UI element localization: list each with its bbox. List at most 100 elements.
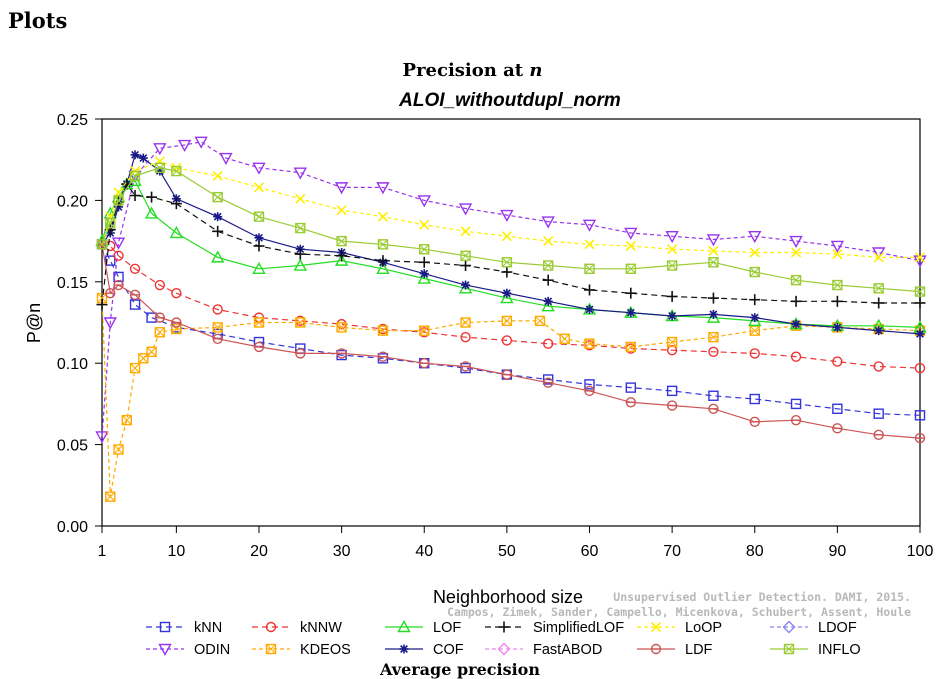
data-point xyxy=(419,244,430,255)
data-point xyxy=(252,162,266,175)
data-point xyxy=(584,385,595,397)
legend-label: LoOP xyxy=(685,620,722,636)
data-point xyxy=(95,431,109,444)
legend-label: SimplifiedLOF xyxy=(533,620,624,636)
data-point xyxy=(377,239,389,250)
watermark-line-2: Campos, Zimek, Sander, Campello, Micenko… xyxy=(447,605,911,619)
data-point xyxy=(667,311,677,321)
x-tick-label: 90 xyxy=(828,543,846,560)
data-point xyxy=(873,297,885,309)
legend-item-fastabod: FastABOD xyxy=(485,642,602,658)
data-point xyxy=(376,182,390,195)
x-tick-label: 40 xyxy=(415,543,433,560)
copyright-watermark: Unsupervised Outlier Detection. DAMI, 20… xyxy=(447,590,911,620)
data-point xyxy=(706,234,721,247)
data-point xyxy=(212,304,223,315)
data-point xyxy=(336,348,347,359)
data-point xyxy=(541,299,555,312)
data-point xyxy=(790,398,802,410)
legend-label: FastABOD xyxy=(533,642,602,658)
legend-item-inflo: INFLO xyxy=(770,642,861,658)
data-point xyxy=(212,170,223,182)
data-point xyxy=(542,274,554,286)
data-point xyxy=(377,255,389,267)
data-point xyxy=(417,271,431,284)
data-point xyxy=(501,257,513,268)
data-point xyxy=(253,211,265,222)
data-point xyxy=(625,382,637,393)
data-point xyxy=(832,249,843,260)
data-point xyxy=(665,231,679,244)
legend-label: kNN xyxy=(194,620,222,636)
data-point xyxy=(502,288,512,298)
data-point xyxy=(790,295,802,307)
data-point xyxy=(129,362,141,374)
legend-item-loop: LoOP xyxy=(637,620,722,636)
data-point xyxy=(583,284,595,296)
legend-label: LDF xyxy=(685,642,713,658)
legend-item-lof: LOF xyxy=(385,620,461,636)
data-point xyxy=(789,235,803,249)
data-point xyxy=(708,331,719,343)
legend-label: INFLO xyxy=(818,642,861,658)
data-point xyxy=(708,346,719,358)
data-point xyxy=(625,263,637,274)
data-point xyxy=(295,348,306,359)
data-point xyxy=(212,191,223,203)
data-point xyxy=(708,390,719,401)
data-point xyxy=(708,257,719,268)
chart-subtitle: ALOI_withoutdupl_norm xyxy=(399,90,621,111)
data-point xyxy=(460,361,471,372)
data-point xyxy=(914,286,926,297)
data-point xyxy=(501,335,513,346)
data-point xyxy=(791,319,801,329)
data-point xyxy=(105,255,116,266)
data-point xyxy=(542,338,554,349)
data-point xyxy=(707,292,719,304)
data-point xyxy=(873,252,884,263)
data-point xyxy=(146,346,157,358)
data-point xyxy=(96,239,108,250)
data-point xyxy=(666,260,678,271)
data-point xyxy=(458,203,473,216)
legend-item-ldof: LDOF xyxy=(770,620,857,636)
data-point xyxy=(96,299,108,311)
data-point xyxy=(666,336,678,348)
legend: kNN ODIN kNNW KDEOS LOF COF SimplifiedLOF FastA… xyxy=(146,620,861,658)
data-point xyxy=(914,410,926,421)
data-point xyxy=(749,348,760,359)
data-point xyxy=(460,331,471,343)
data-point xyxy=(460,317,471,328)
data-point xyxy=(294,248,306,260)
data-point xyxy=(103,317,117,330)
x-axis-label: Neighborhood size xyxy=(433,587,583,607)
data-point xyxy=(113,444,124,455)
data-point xyxy=(336,250,348,262)
legend-label: KDEOS xyxy=(300,642,351,658)
series-odin xyxy=(95,136,927,444)
legend-item-knnw: kNNW xyxy=(252,620,342,636)
data-point xyxy=(130,150,140,160)
data-point xyxy=(584,379,595,390)
x-tick-label: 100 xyxy=(907,543,934,560)
data-point xyxy=(832,356,843,367)
data-point xyxy=(336,235,347,247)
data-point xyxy=(138,153,148,163)
data-point xyxy=(138,353,149,364)
data-point xyxy=(584,239,595,250)
data-point xyxy=(213,212,223,222)
series-line xyxy=(101,244,921,439)
data-point xyxy=(105,287,116,299)
data-point xyxy=(584,263,595,274)
series-inflo xyxy=(96,162,926,297)
data-point xyxy=(790,351,802,362)
legend-item-kdeos: KDEOS xyxy=(252,642,351,658)
data-point xyxy=(336,322,347,333)
legend-item-odin: ODIN xyxy=(146,642,230,658)
data-point xyxy=(498,621,510,633)
data-point xyxy=(129,263,141,274)
legend-label: COF xyxy=(433,642,464,658)
data-point xyxy=(650,621,662,633)
data-point xyxy=(105,217,116,229)
x-tick-label: 1 xyxy=(98,543,107,560)
